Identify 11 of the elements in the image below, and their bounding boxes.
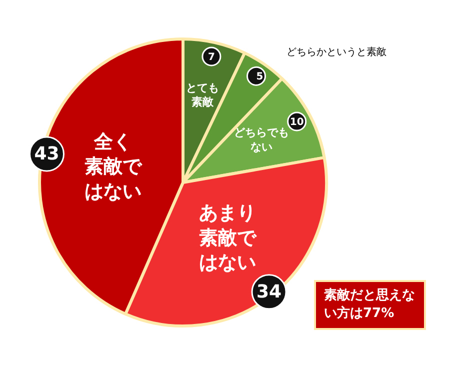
data-label: 34 [256, 282, 282, 303]
slice-label: どちらでもない [234, 126, 289, 154]
slice-label: 全く素敵ではない [84, 131, 142, 202]
slice-label: あまり素敵ではない [198, 202, 257, 274]
data-label: 5 [256, 72, 264, 83]
data-label: 43 [34, 144, 60, 165]
slice-label: どちらかというと素敵 [286, 46, 386, 58]
slice-label: とても素敵 [186, 81, 220, 109]
data-label: 7 [208, 52, 215, 64]
text: 素敵だと思えない方は77% [314, 280, 426, 330]
data-label: 10 [290, 117, 304, 128]
